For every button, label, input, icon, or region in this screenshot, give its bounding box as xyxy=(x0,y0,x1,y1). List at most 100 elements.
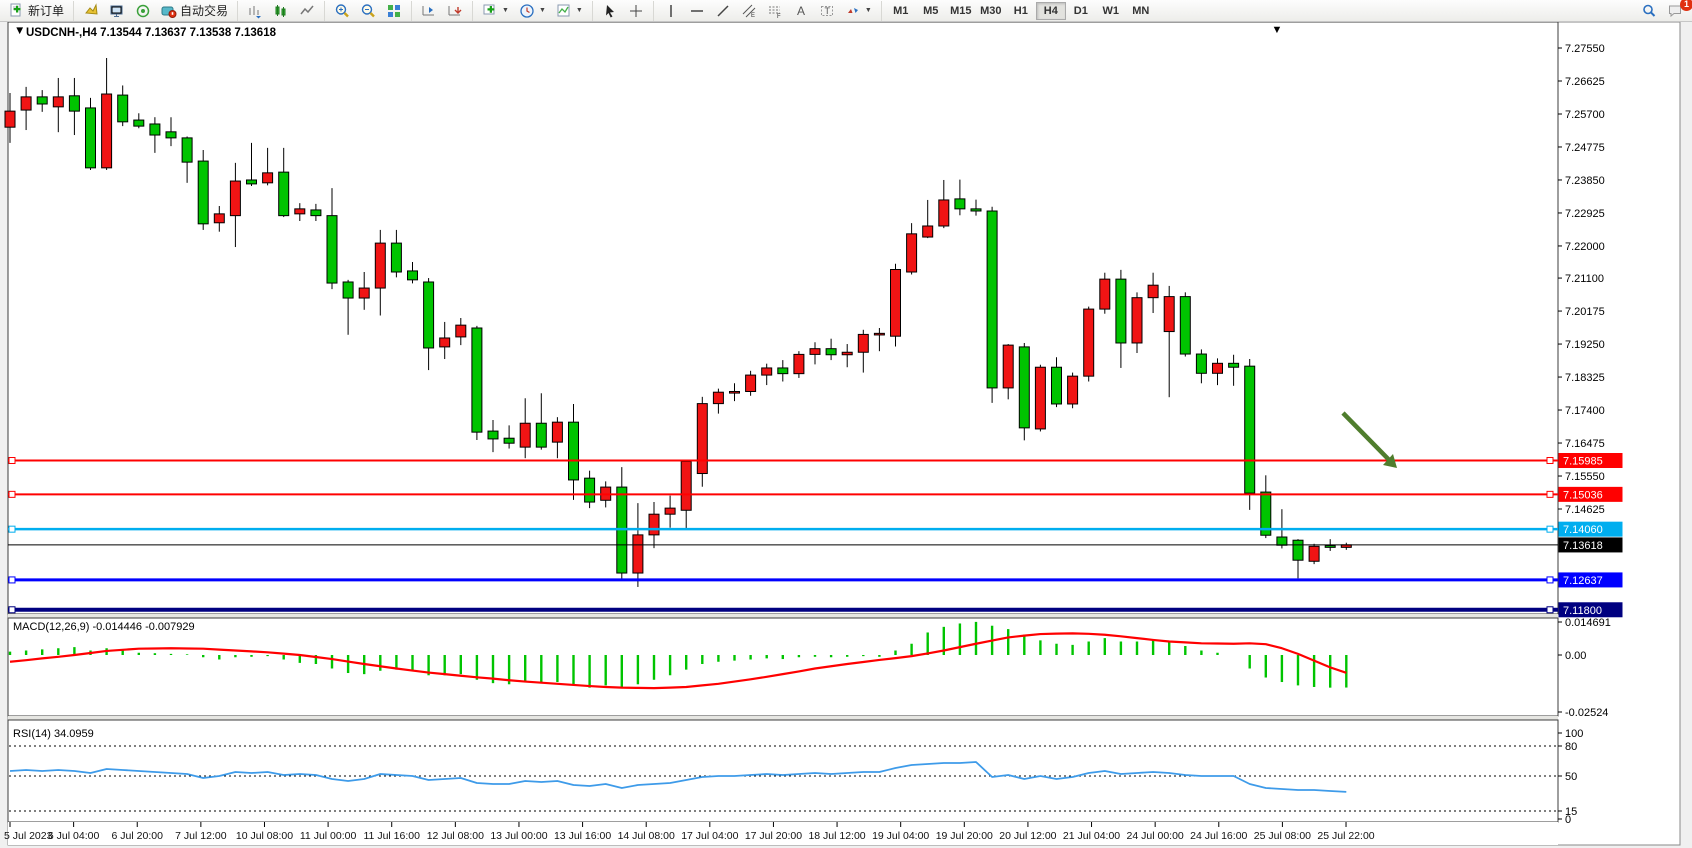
svg-text:7.19250: 7.19250 xyxy=(1565,339,1605,351)
svg-text:7.24775: 7.24775 xyxy=(1565,142,1605,154)
tf-w1-button[interactable]: W1 xyxy=(1102,4,1120,17)
tf-m5-button[interactable]: M5 xyxy=(923,4,939,17)
notification-count-badge: 1 xyxy=(1680,0,1692,11)
terminal-icon xyxy=(109,3,125,19)
svg-text:18 Jul 12:00: 18 Jul 12:00 xyxy=(808,830,865,842)
candle xyxy=(696,403,708,475)
chart-shift-button[interactable] xyxy=(442,1,468,21)
zoom-in-button[interactable] xyxy=(329,1,355,21)
svg-text:100: 100 xyxy=(1565,728,1583,740)
candle xyxy=(1260,491,1272,536)
candle xyxy=(407,270,418,281)
line-handle xyxy=(8,525,16,533)
signal-button[interactable] xyxy=(130,1,156,21)
trendline-tool-button[interactable] xyxy=(710,1,736,21)
channel-tool-button[interactable]: E xyxy=(736,1,762,21)
chart-bars-button[interactable] xyxy=(242,1,268,21)
svg-text:0.014691: 0.014691 xyxy=(1565,617,1611,629)
text-tool-button[interactable]: A xyxy=(788,1,814,21)
svg-text:7.17400: 7.17400 xyxy=(1565,405,1605,417)
svg-text:7.12637: 7.12637 xyxy=(1563,575,1603,587)
tf-h4-button[interactable]: H4 xyxy=(1035,1,1066,20)
tf-m30-button[interactable]: M30 xyxy=(980,4,1002,17)
price-axis[interactable]: 7.27550 7.26625 7.25700 7.24775 7.23850 7.229… xyxy=(1558,43,1623,618)
arrows-tool-button[interactable]: ▼ xyxy=(840,1,877,21)
search-button[interactable] xyxy=(1636,1,1662,21)
bars-chart-icon xyxy=(247,3,263,19)
candle xyxy=(1308,545,1320,562)
notifications-button[interactable]: 1 xyxy=(1662,0,1692,21)
chart-canvas[interactable]: ▼ USDCNH-,H4 7.13544 7.13637 7.13538 7.13… xyxy=(0,21,1692,848)
crosshair-tool-button[interactable] xyxy=(623,1,649,21)
text-label-icon: T xyxy=(819,3,835,19)
candle xyxy=(1179,296,1191,355)
chart-window[interactable]: ▼ USDCNH-,H4 7.13544 7.13637 7.13538 7.13… xyxy=(0,21,1692,848)
fibonacci-tool-button[interactable]: F xyxy=(762,1,788,21)
candle xyxy=(229,180,241,217)
new-order-button[interactable]: 新订单 xyxy=(4,1,69,21)
tile-windows-button[interactable] xyxy=(381,1,407,21)
dropdown-caret: ▼ xyxy=(502,7,509,14)
candle xyxy=(632,534,644,574)
auto-scroll-button[interactable] xyxy=(416,1,442,21)
candle xyxy=(1099,278,1111,310)
tf-d1-button[interactable]: D1 xyxy=(1073,4,1088,17)
hline-objects[interactable] xyxy=(8,457,1558,614)
svg-text:13 Jul 00:00: 13 Jul 00:00 xyxy=(490,830,547,842)
svg-text:▼: ▼ xyxy=(1272,24,1283,36)
candle xyxy=(584,477,596,503)
candle xyxy=(1034,366,1046,430)
tf-m15-button[interactable]: M15 xyxy=(950,4,972,17)
candle xyxy=(1051,366,1062,405)
line-handle xyxy=(1546,525,1554,533)
terminal-button[interactable] xyxy=(104,1,130,21)
candle xyxy=(1131,297,1143,344)
candles-chart-icon xyxy=(273,3,289,19)
tile-windows-icon xyxy=(386,3,402,19)
line-handle xyxy=(1546,490,1554,498)
svg-text:14 Jul 08:00: 14 Jul 08:00 xyxy=(618,830,675,842)
label-tool-button[interactable]: T xyxy=(814,1,840,21)
candle xyxy=(455,324,467,338)
arrow-annotation[interactable] xyxy=(1341,411,1397,468)
candle xyxy=(922,225,934,238)
svg-text:7 Jul 12:00: 7 Jul 12:00 xyxy=(175,830,227,842)
auto-scroll-icon xyxy=(421,3,437,19)
autotrade-button[interactable]: 自动交易 xyxy=(156,1,233,21)
dropdown-caret: ▼ xyxy=(864,7,872,14)
svg-text:6 Jul 04:00: 6 Jul 04:00 xyxy=(48,830,100,842)
candle xyxy=(551,421,563,443)
hline-tool-button[interactable] xyxy=(684,1,710,21)
new-chart-button[interactable]: ▼ xyxy=(477,1,514,21)
rsi-line xyxy=(9,761,1347,793)
trendline-icon xyxy=(715,3,731,19)
vline-tool-button[interactable] xyxy=(658,1,684,21)
tf-h1-button[interactable]: H1 xyxy=(1013,4,1028,17)
tf-m1-button[interactable]: M1 xyxy=(893,4,909,17)
new-order-label: 新订单 xyxy=(28,4,65,18)
clock-icon xyxy=(519,3,535,19)
chart-candles-button[interactable] xyxy=(268,1,294,21)
zoom-out-button[interactable] xyxy=(355,1,381,21)
candle xyxy=(101,93,113,169)
period-button[interactable]: ▼ xyxy=(514,1,551,21)
cursor-tool-button[interactable] xyxy=(597,1,623,21)
candle xyxy=(1212,362,1223,374)
candle xyxy=(1276,536,1288,546)
candle xyxy=(1147,284,1159,299)
svg-text:5 Jul 2023: 5 Jul 2023 xyxy=(4,830,53,842)
new-order-icon xyxy=(9,3,25,19)
svg-text:17 Jul 20:00: 17 Jul 20:00 xyxy=(745,830,802,842)
svg-text:7.27550: 7.27550 xyxy=(1565,43,1605,55)
candle xyxy=(423,281,435,349)
candle xyxy=(133,119,145,127)
candle xyxy=(1067,375,1079,405)
template-button[interactable]: ▼ xyxy=(551,1,588,21)
market-watch-button[interactable] xyxy=(78,1,104,21)
svg-text:7.14625: 7.14625 xyxy=(1565,504,1605,516)
chart-line-button[interactable] xyxy=(294,1,320,21)
tf-mn-button[interactable]: MN xyxy=(1132,4,1150,17)
svg-text:15: 15 xyxy=(1565,806,1577,818)
